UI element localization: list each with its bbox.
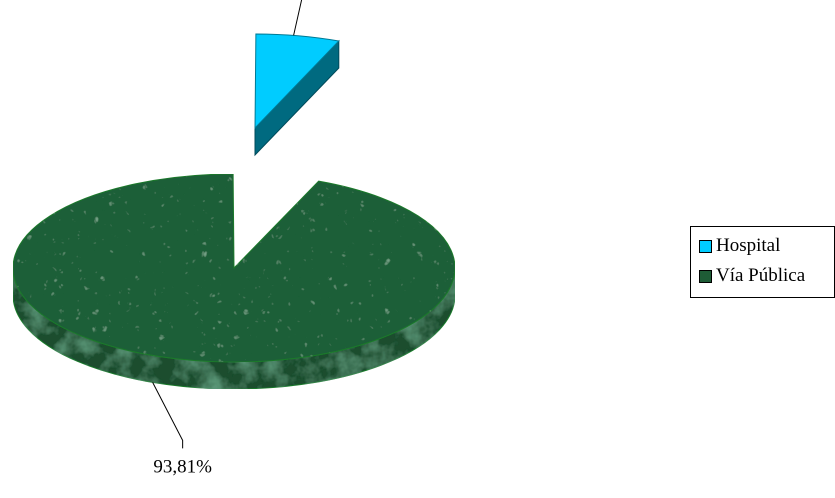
legend-item-hospital: Hospital — [699, 234, 780, 258]
legend-item-via-publica: Vía Pública — [699, 264, 805, 288]
legend-swatch-via-publica — [699, 269, 712, 283]
legend-swatch-hospital — [699, 239, 712, 253]
chart-legend: Hospital Vía Pública — [690, 226, 835, 298]
legend-label-hospital: Hospital — [716, 235, 781, 256]
leader-line-hospital — [293, 0, 303, 36]
legend-label-via-publica: Vía Pública — [716, 265, 806, 286]
slice-via-publica — [12, 173, 456, 363]
leader-line-via-publica — [152, 382, 184, 449]
slice-hospital — [254, 33, 340, 130]
data-label-via-publica: 93,81% — [153, 456, 212, 477]
